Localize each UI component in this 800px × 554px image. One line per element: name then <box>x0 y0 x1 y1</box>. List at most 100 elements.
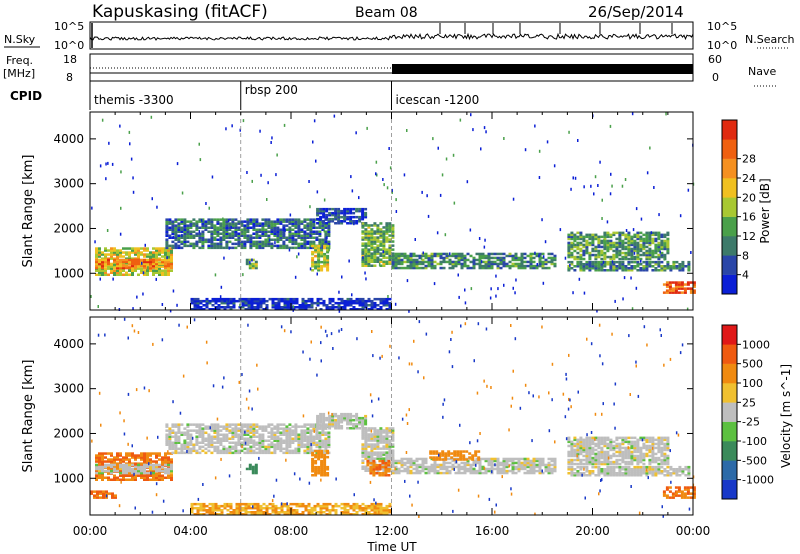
echo-cell <box>600 263 604 266</box>
echo-cell <box>343 209 347 213</box>
echo-cell <box>198 441 202 444</box>
echo-cell <box>406 467 410 471</box>
echo-cell <box>442 467 446 471</box>
echo-cell <box>155 462 158 465</box>
echo-cell <box>331 213 335 217</box>
echo-cell <box>502 471 506 475</box>
echo-cell <box>600 438 604 442</box>
echo-cell <box>496 459 500 463</box>
echo-cell <box>110 462 113 465</box>
echo-cell <box>98 454 101 457</box>
echo-cell <box>597 456 601 460</box>
echo-cell <box>367 262 371 265</box>
echo-cell <box>600 267 604 270</box>
echo-cell <box>472 467 476 471</box>
echo-cell <box>158 269 161 272</box>
echo-cell <box>253 297 257 301</box>
echo-cell <box>195 451 199 455</box>
echo-cell <box>523 459 527 463</box>
echo-cell <box>180 228 184 231</box>
echo-cell <box>116 264 119 268</box>
echo-cell <box>306 439 310 442</box>
echo-cell <box>367 258 371 261</box>
sparse-echo <box>512 286 514 290</box>
echo-cell <box>636 456 640 460</box>
echo-cell <box>603 452 607 456</box>
echo-cell <box>630 460 634 464</box>
echo-cell <box>312 437 316 440</box>
echo-cell <box>113 469 116 473</box>
freq-label-line1: Freq. <box>6 54 33 67</box>
echo-cell <box>125 260 128 264</box>
echo-cell <box>288 238 292 241</box>
echo-cell <box>254 266 258 270</box>
echo-cell <box>210 427 214 430</box>
echo-cell <box>95 269 98 272</box>
echo-cell <box>654 245 658 249</box>
echo-cell <box>394 469 398 473</box>
echo-cell <box>327 435 331 438</box>
echo-cell <box>116 259 119 262</box>
echo-cell <box>364 301 368 305</box>
echo-cell <box>490 262 494 266</box>
echo-cell <box>170 469 173 473</box>
echo-cell <box>382 467 386 470</box>
echo-cell <box>119 264 122 268</box>
echo-cell <box>400 469 404 473</box>
echo-cell <box>195 242 199 246</box>
echo-cell <box>314 260 318 264</box>
echo-cell <box>439 260 443 264</box>
echo-cell <box>379 252 383 255</box>
echo-cell <box>140 253 143 256</box>
echo-cell <box>355 418 359 422</box>
echo-cell <box>261 429 265 432</box>
echo-cell <box>137 253 140 256</box>
echo-cell <box>312 242 316 246</box>
echo-cell <box>225 435 229 438</box>
echo-cell <box>337 304 341 307</box>
echo-cell <box>603 247 607 251</box>
echo-cell <box>246 224 250 227</box>
echo-cell <box>648 251 652 255</box>
echo-cell <box>674 285 678 288</box>
echo-cell <box>621 247 625 251</box>
echo-cell <box>326 269 330 272</box>
echo-cell <box>316 207 320 211</box>
sparse-echo <box>378 262 381 266</box>
echo-cell <box>298 308 302 311</box>
echo-cell <box>107 476 110 479</box>
echo-cell <box>636 251 640 255</box>
sparse-echo <box>338 290 340 294</box>
echo-cell <box>311 265 315 268</box>
echo-cell <box>337 425 341 428</box>
sparse-echo <box>650 231 653 235</box>
echo-cell <box>140 271 143 274</box>
echo-cell <box>149 452 152 455</box>
echo-cell <box>379 447 383 450</box>
echo-cell <box>291 431 295 434</box>
echo-cell <box>397 467 401 471</box>
echo-cell <box>243 224 247 227</box>
echo-cell <box>264 234 268 237</box>
echo-cell <box>107 258 110 262</box>
echo-cell <box>213 246 217 250</box>
echo-cell <box>252 429 256 432</box>
echo-cell <box>538 457 542 461</box>
echo-cell <box>164 257 167 260</box>
echo-cell <box>544 465 548 469</box>
echo-cell <box>349 420 353 424</box>
sparse-echo <box>260 173 262 177</box>
echo-cell <box>288 431 292 434</box>
echo-cell <box>195 439 199 442</box>
echo-cell <box>382 252 386 255</box>
echo-cell <box>161 269 164 272</box>
echo-cell <box>294 437 298 440</box>
echo-cell <box>288 218 292 221</box>
echo-cell <box>630 446 634 450</box>
echo-cell <box>326 468 330 471</box>
echo-cell <box>337 301 341 305</box>
echo-cell <box>288 451 292 455</box>
echo-cell <box>352 207 356 211</box>
echo-cell <box>311 258 315 262</box>
echo-cell <box>612 267 616 270</box>
